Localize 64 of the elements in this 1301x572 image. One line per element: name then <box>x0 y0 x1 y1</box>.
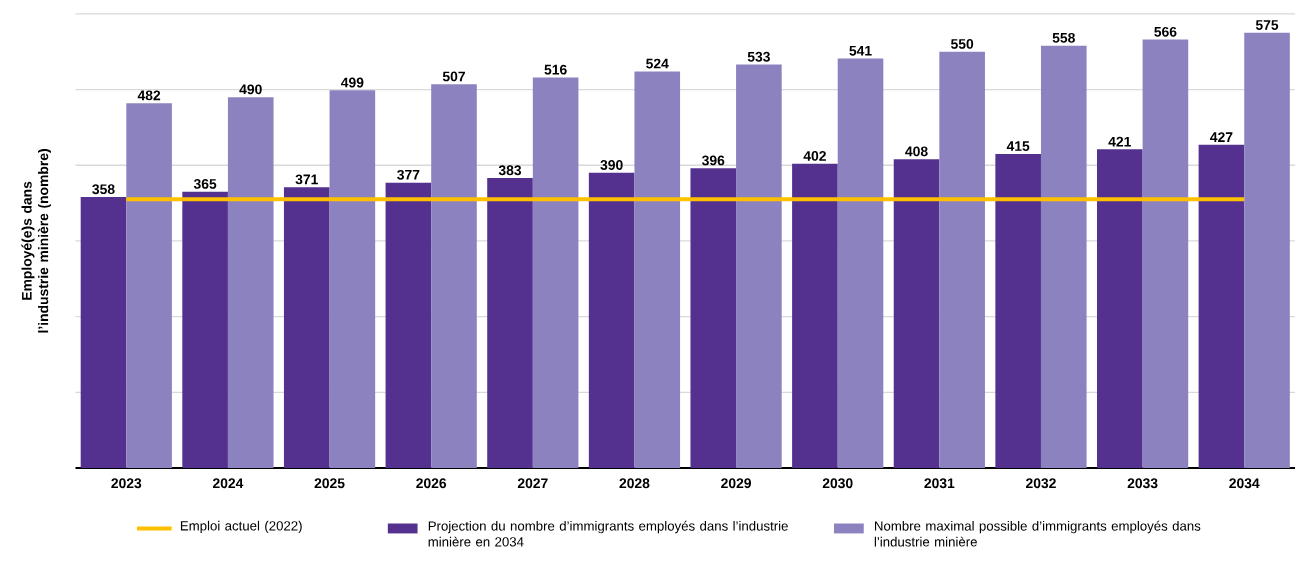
bar <box>283 187 330 468</box>
data-label: 482 <box>137 90 161 101</box>
bar <box>792 163 838 468</box>
bar <box>227 97 274 468</box>
data-label: 516 <box>544 64 567 75</box>
bar <box>80 196 127 468</box>
bar <box>329 90 376 468</box>
bar <box>690 168 737 468</box>
data-label: 371 <box>295 174 318 185</box>
bar <box>487 178 533 468</box>
data-label: 427 <box>1210 132 1233 142</box>
bar <box>385 182 432 468</box>
bar <box>182 191 228 468</box>
x-tick-label: 2025 <box>314 478 345 489</box>
data-label: 396 <box>702 155 725 166</box>
data-label: 558 <box>1052 32 1075 43</box>
legend-label: Nombre maximal possible d’immigrants employés dans l’industrie minière <box>874 520 1201 547</box>
legend-label: Projection du nombre d’immigrants employés dans l’industrie minière en 2034 <box>428 520 788 547</box>
data-label: 365 <box>193 178 217 189</box>
x-tick-label: 2032 <box>1026 478 1056 489</box>
bar <box>939 51 985 468</box>
data-label: 566 <box>1154 26 1177 37</box>
bar <box>1142 39 1189 468</box>
x-tick-label: 2027 <box>517 478 548 489</box>
bar <box>1096 149 1143 468</box>
x-tick-label: 2026 <box>416 478 447 489</box>
data-label: 507 <box>442 71 465 82</box>
x-tick-label: 2028 <box>619 478 650 489</box>
data-label: 550 <box>951 38 974 49</box>
data-label: 524 <box>646 58 669 69</box>
data-label: 415 <box>1006 141 1030 151</box>
data-label: 575 <box>1255 20 1279 30</box>
data-label: 377 <box>397 169 420 180</box>
bar <box>126 103 172 468</box>
bar <box>1040 45 1087 468</box>
bar <box>431 84 477 468</box>
bar <box>532 77 579 468</box>
x-tick-label: 2029 <box>721 478 751 489</box>
data-label: 383 <box>498 165 522 176</box>
bar <box>1198 144 1245 468</box>
data-label: 358 <box>92 184 115 195</box>
x-tick-label: 2024 <box>212 478 244 489</box>
bar <box>837 58 884 468</box>
data-label: 490 <box>239 84 262 95</box>
y-axis-title: Employé(e)s dans l’industrie minière (nombre) <box>21 149 51 333</box>
x-tick-label: 2034 <box>1229 478 1260 489</box>
bar <box>1244 32 1290 468</box>
x-tick-label: 2023 <box>111 478 142 489</box>
bar <box>893 159 940 468</box>
x-tick-label: 2031 <box>924 478 955 489</box>
data-label: 390 <box>600 160 623 170</box>
data-label: 402 <box>803 150 826 161</box>
bar <box>588 172 635 468</box>
data-label: 541 <box>849 45 872 56</box>
x-tick-label: 2033 <box>1127 478 1158 489</box>
bar <box>736 64 782 468</box>
data-label: 533 <box>747 51 770 62</box>
bar <box>995 153 1041 468</box>
legend-label: Emploi actuel (2022) <box>180 520 302 534</box>
data-label: 421 <box>1108 136 1131 147</box>
data-label: 408 <box>905 146 928 157</box>
x-tick-label: 2030 <box>822 478 853 489</box>
bar <box>634 71 681 468</box>
data-label: 499 <box>340 77 364 88</box>
